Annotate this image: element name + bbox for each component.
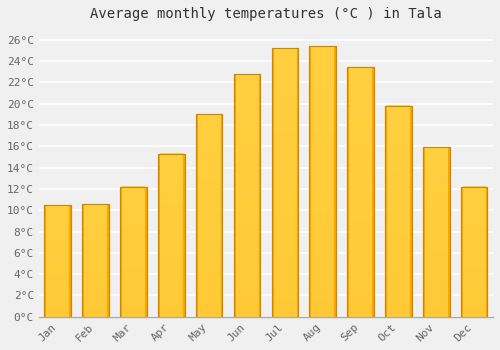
Bar — [310, 46, 336, 317]
Bar — [348, 68, 374, 317]
Bar — [82, 204, 109, 317]
Bar — [120, 187, 146, 317]
Bar — [120, 187, 146, 317]
Bar — [423, 147, 450, 317]
Bar — [158, 154, 184, 317]
Bar — [234, 74, 260, 317]
Bar — [234, 74, 260, 317]
Bar — [385, 106, 411, 317]
Bar — [44, 205, 71, 317]
Bar — [310, 46, 336, 317]
Bar — [196, 114, 222, 317]
Bar — [423, 147, 450, 317]
Title: Average monthly temperatures (°C ) in Tala: Average monthly temperatures (°C ) in Ta… — [90, 7, 442, 21]
Bar — [461, 187, 487, 317]
Bar — [348, 68, 374, 317]
Bar — [44, 205, 71, 317]
Bar — [385, 106, 411, 317]
Bar — [272, 48, 298, 317]
Bar — [272, 48, 298, 317]
Bar — [461, 187, 487, 317]
Bar — [196, 114, 222, 317]
Bar — [158, 154, 184, 317]
Bar — [82, 204, 109, 317]
